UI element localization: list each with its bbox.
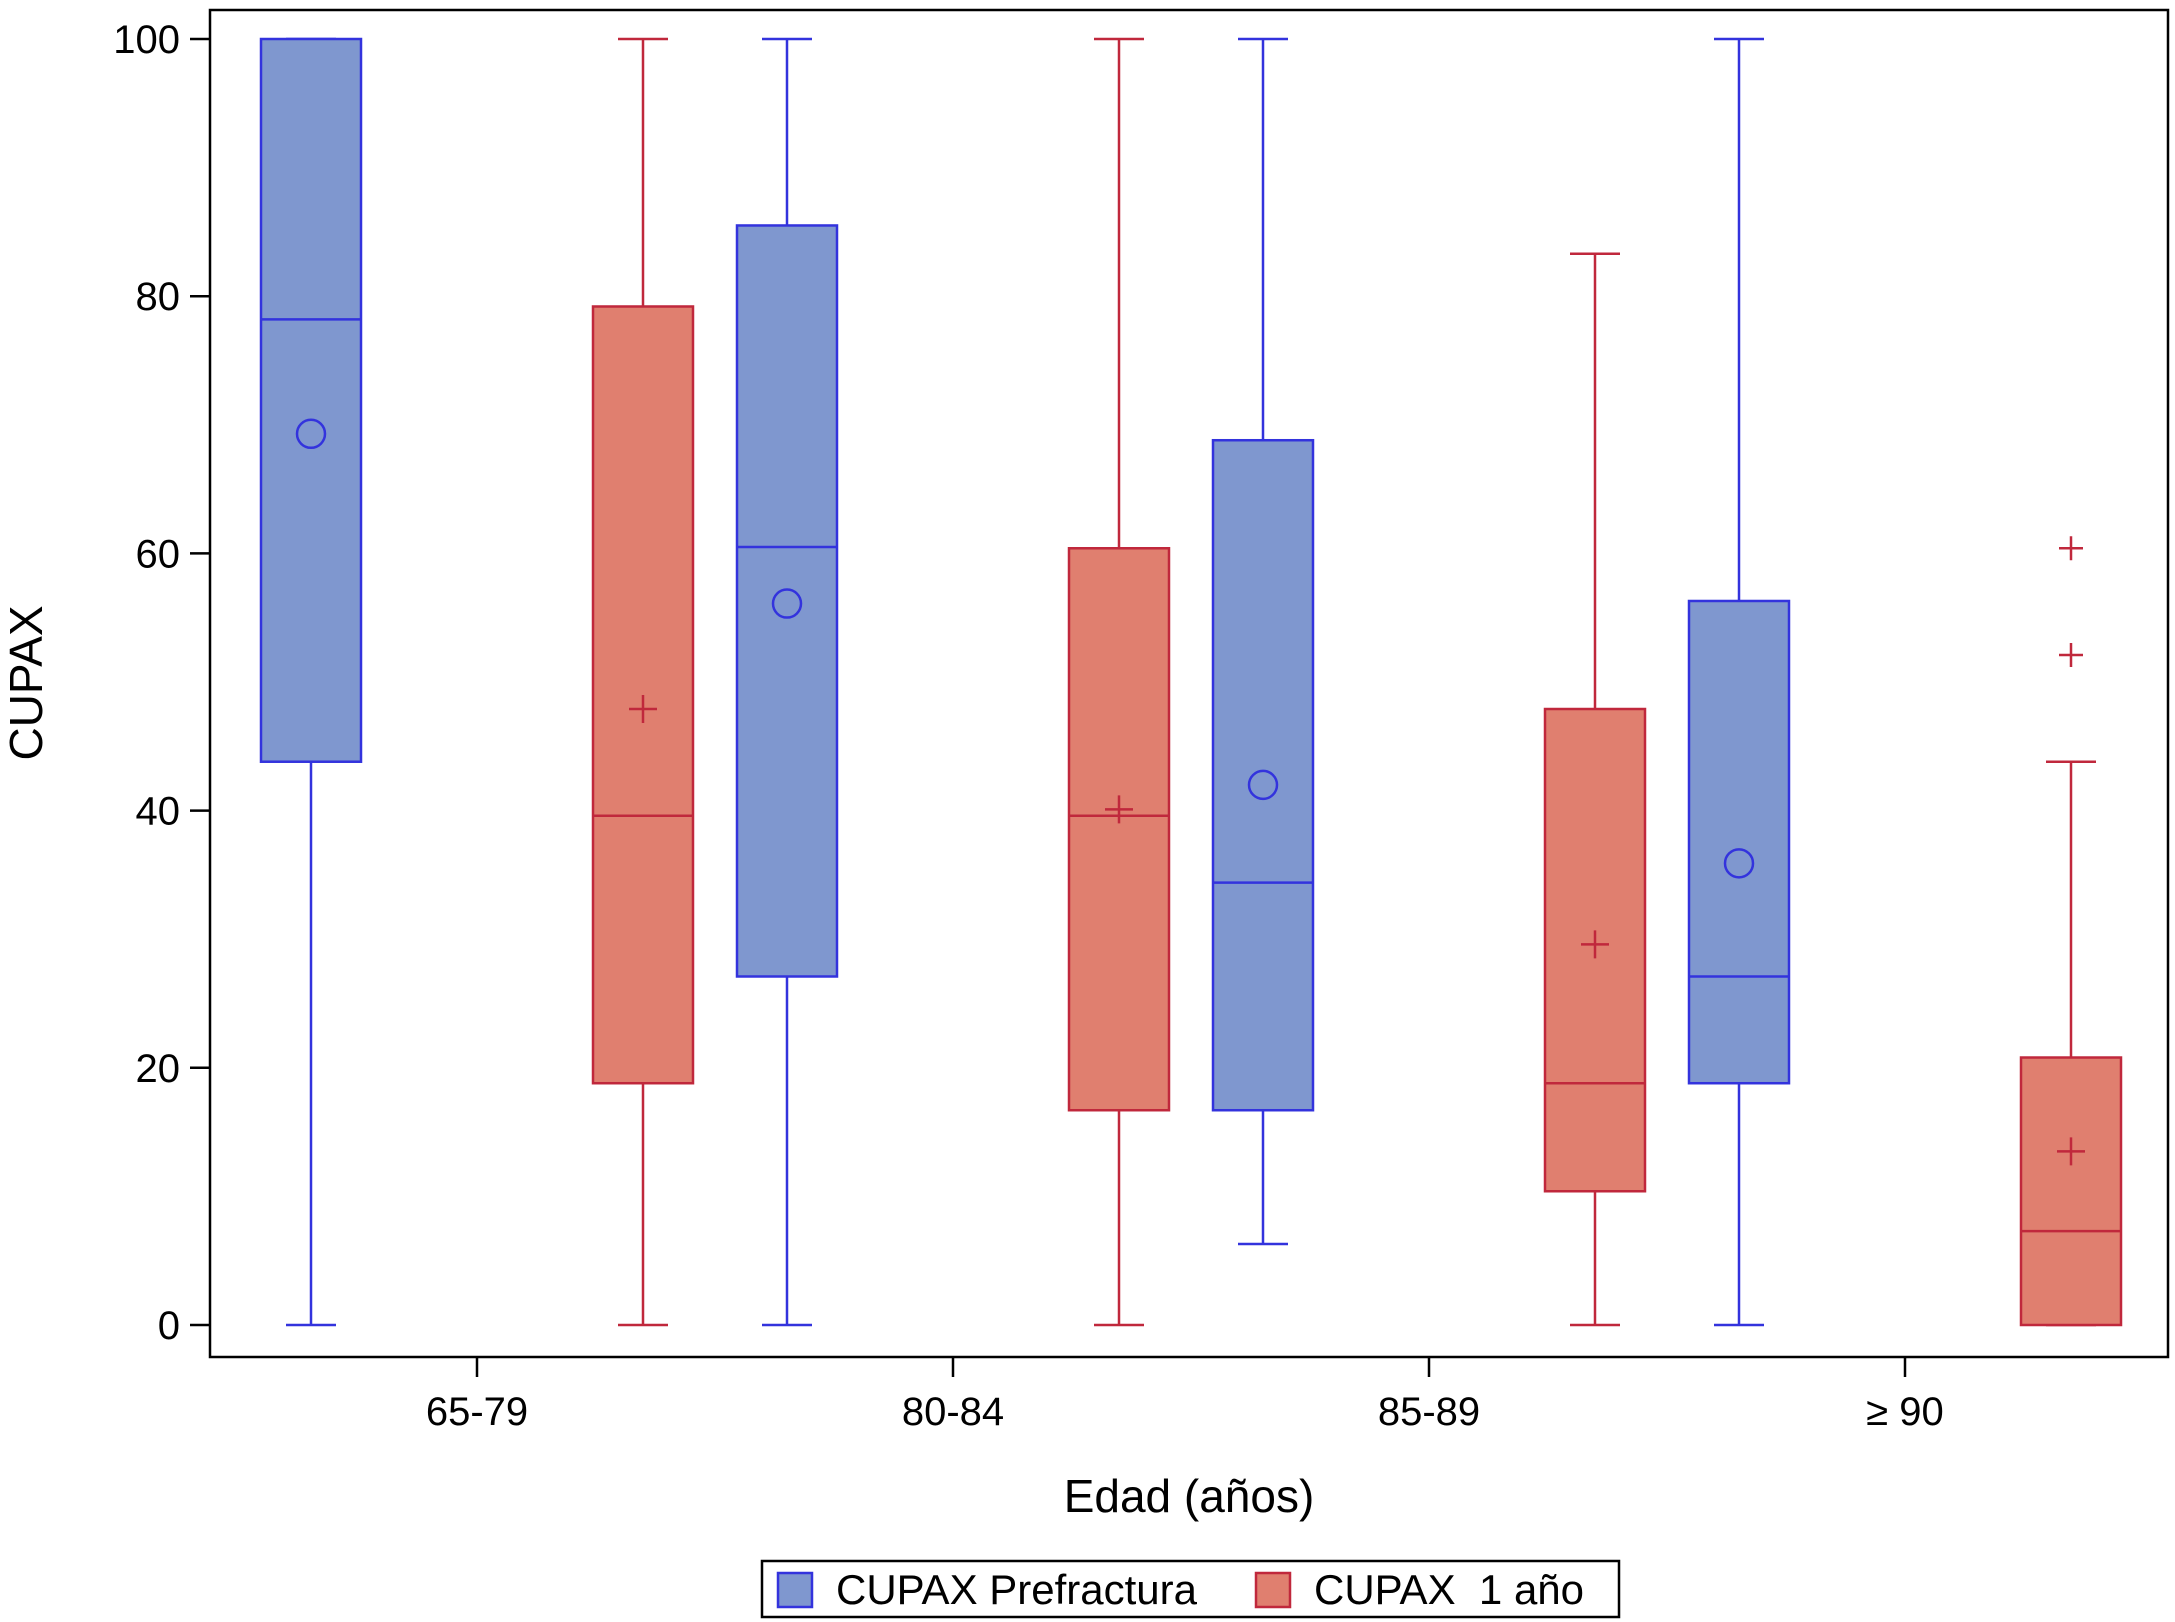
- mean-marker: [629, 695, 657, 724]
- y-tick-label: 60: [136, 532, 181, 576]
- box-iqr: [591, 305, 695, 1085]
- mean-marker: [1105, 795, 1133, 824]
- x-axis: 65-79 80-84 85-89 ≥ 90: [426, 1357, 1944, 1434]
- y-tick-label: 100: [113, 18, 180, 62]
- x-tick-label: 80-84: [902, 1390, 1004, 1434]
- box-1-ano: [2019, 536, 2123, 1327]
- box-1-ano: [1067, 37, 1171, 1327]
- y-axis: 0 20 40 60 80 100: [113, 18, 210, 1348]
- x-tick-label: 85-89: [1378, 1390, 1480, 1434]
- box-iqr: [2019, 1056, 2123, 1327]
- box-1-ano: [1543, 252, 1647, 1327]
- outlier-marker: [2059, 642, 2083, 667]
- box-prefractura: [259, 37, 363, 1327]
- legend-label-prefractura: CUPAX Prefractura: [836, 1566, 1198, 1613]
- mean-marker: [1581, 930, 1609, 959]
- legend-label-1-ano: CUPAX 1 año: [1314, 1566, 1584, 1613]
- box-prefractura: [1687, 37, 1791, 1327]
- legend-frame: [760, 1559, 1621, 1619]
- plot-frame: [208, 8, 2170, 1359]
- series-group: [259, 37, 1791, 1327]
- mean-marker: [2057, 1137, 2085, 1166]
- y-tick-label: 80: [136, 275, 181, 319]
- box-prefractura: [1211, 37, 1315, 1246]
- x-tick-label: 65-79: [426, 1390, 528, 1434]
- mean-marker: [1723, 848, 1755, 879]
- box-iqr: [1067, 547, 1171, 1112]
- box-series: [259, 37, 2123, 1327]
- y-tick-label: 0: [158, 1304, 180, 1348]
- legend-swatch-1-ano: [1254, 1571, 1292, 1609]
- y-tick-label: 40: [136, 790, 181, 834]
- y-tick-label: 20: [136, 1047, 181, 1091]
- outlier-marker: [2059, 536, 2083, 561]
- x-tick-label: ≥ 90: [1866, 1390, 1944, 1434]
- legend-swatch-prefractura: [776, 1571, 814, 1609]
- box-1-ano: [591, 37, 695, 1327]
- box-iqr: [1687, 599, 1791, 1085]
- x-axis-label: Edad (años): [1064, 1470, 1315, 1522]
- box-iqr: [259, 37, 363, 763]
- y-axis-label: CUPAX: [0, 605, 52, 760]
- mean-marker: [1247, 769, 1279, 801]
- series-group: [591, 37, 2123, 1327]
- mean-marker: [295, 418, 327, 450]
- box-prefractura: [735, 37, 839, 1327]
- box-iqr: [735, 224, 839, 978]
- legend: CUPAX Prefractura CUPAX 1 año: [760, 1559, 1621, 1619]
- box-iqr: [1211, 438, 1315, 1112]
- mean-marker: [771, 588, 803, 619]
